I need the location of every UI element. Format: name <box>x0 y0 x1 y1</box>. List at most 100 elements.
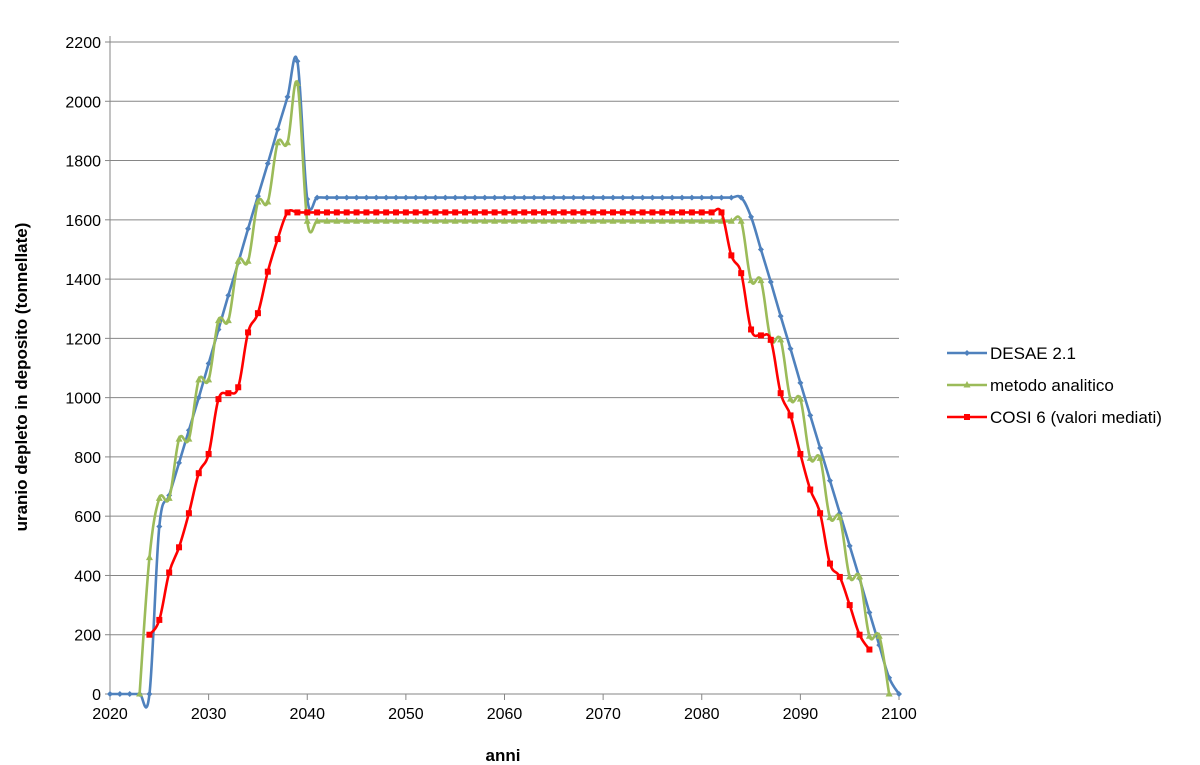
data-point <box>787 345 794 352</box>
data-point <box>254 193 261 200</box>
data-point <box>580 209 587 216</box>
data-point <box>471 217 479 224</box>
data-point <box>865 632 873 639</box>
data-point <box>619 209 626 216</box>
data-point <box>688 217 696 224</box>
data-point <box>314 209 321 216</box>
data-point <box>432 209 439 216</box>
data-point <box>402 209 409 216</box>
data-point <box>373 209 380 216</box>
data-point <box>146 691 153 697</box>
data-point <box>748 213 755 220</box>
y-tick-label: 2000 <box>65 94 101 111</box>
data-point <box>155 494 163 501</box>
data-point <box>156 523 163 530</box>
data-point <box>600 209 607 216</box>
data-point <box>550 209 557 216</box>
y-tick-label: 200 <box>74 628 101 645</box>
x-tick-label: 2040 <box>289 706 325 723</box>
data-point <box>708 209 715 216</box>
data-point <box>402 217 410 224</box>
data-point <box>145 553 153 561</box>
data-point <box>511 194 518 201</box>
legend-label: metodo analitico <box>990 376 1114 395</box>
x-tick-label: 2080 <box>684 706 720 723</box>
data-point <box>767 279 774 286</box>
data-point <box>826 560 833 567</box>
data-point <box>372 217 380 224</box>
data-point <box>195 375 203 383</box>
data-point <box>757 276 765 284</box>
data-point <box>649 194 656 201</box>
data-point <box>511 209 518 216</box>
data-point <box>609 209 616 216</box>
data-point <box>619 194 626 201</box>
data-point <box>787 412 794 419</box>
data-point <box>303 217 311 224</box>
legend: DESAE 2.1 metodo analitico COSI 6 (valori … <box>947 344 1162 427</box>
y-tick-label: 1800 <box>65 154 101 171</box>
series-line <box>148 207 871 651</box>
data-point <box>205 375 213 383</box>
data-point <box>964 350 970 356</box>
data-point <box>126 691 133 697</box>
y-tick-label: 1000 <box>65 391 101 408</box>
data-point <box>451 217 459 224</box>
data-point <box>570 194 577 201</box>
data-point <box>205 450 212 457</box>
data-point <box>648 217 656 224</box>
data-point <box>540 209 547 216</box>
data-point <box>363 194 370 201</box>
data-point <box>530 217 538 224</box>
data-point <box>531 209 538 216</box>
data-point <box>422 194 429 201</box>
data-point <box>165 494 173 501</box>
series-metodo-analitico <box>136 79 893 697</box>
x-tick-label: 2050 <box>388 706 424 723</box>
data-point <box>245 329 252 336</box>
data-point <box>550 217 558 224</box>
data-point <box>481 217 489 224</box>
data-point <box>728 252 735 259</box>
data-point <box>382 217 390 224</box>
data-point <box>807 412 814 419</box>
data-point <box>235 384 242 391</box>
data-point <box>422 209 429 216</box>
data-point <box>412 194 419 201</box>
data-point <box>462 194 469 201</box>
x-tick-label: 2060 <box>487 706 523 723</box>
y-axis-title: uranio depleto in deposito (tonnellate) <box>12 223 31 532</box>
series-layer <box>107 55 902 709</box>
x-tick-label: 2020 <box>92 706 128 723</box>
series-line <box>109 55 901 709</box>
data-point <box>817 445 824 452</box>
data-point <box>669 194 676 201</box>
data-point <box>619 217 627 224</box>
data-point <box>501 194 508 201</box>
data-point <box>836 513 844 521</box>
data-point <box>245 225 252 232</box>
series-cosi-6-valori-mediati <box>146 207 873 653</box>
data-point <box>214 316 222 324</box>
data-point <box>580 194 587 201</box>
data-point <box>875 632 883 639</box>
data-point <box>442 209 449 216</box>
data-point <box>393 209 400 216</box>
data-point <box>698 217 706 224</box>
data-point <box>136 690 144 697</box>
data-point <box>501 209 508 216</box>
legend-item: metodo analitico <box>947 376 1114 395</box>
data-point <box>531 194 538 201</box>
data-point <box>264 160 271 167</box>
data-point <box>590 209 597 216</box>
data-point <box>195 470 202 477</box>
y-tick-label: 600 <box>74 509 101 526</box>
data-point <box>708 217 716 224</box>
data-point <box>353 209 360 216</box>
data-point <box>579 217 587 224</box>
data-point <box>431 217 439 224</box>
data-point <box>254 198 262 205</box>
y-tick-label: 0 <box>92 687 101 704</box>
data-point <box>757 246 764 253</box>
